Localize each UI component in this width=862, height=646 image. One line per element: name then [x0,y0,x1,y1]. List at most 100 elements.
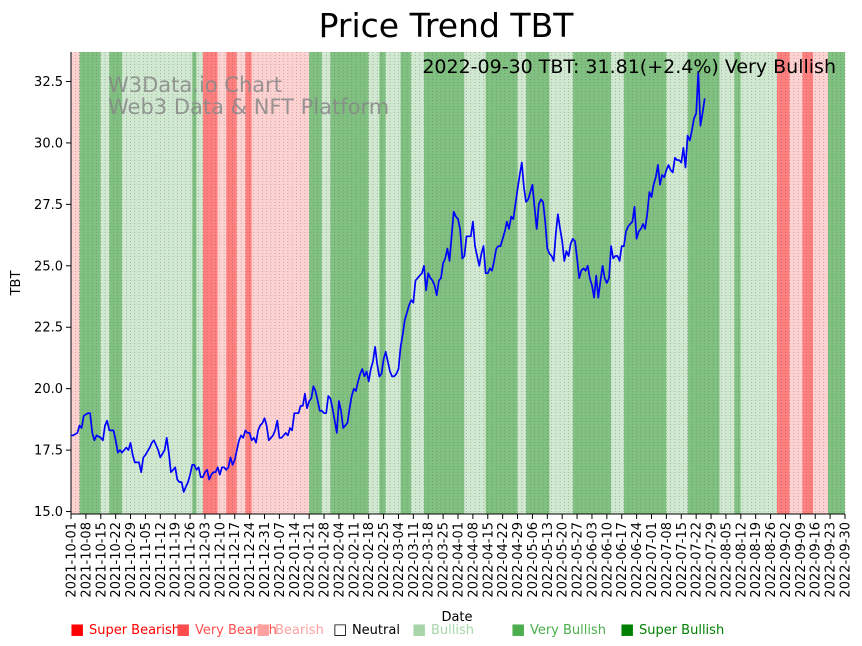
regime-band [740,52,777,514]
x-tick-label: 2022-09-09 [794,522,809,598]
x-tick-label: 2022-03-11 [407,522,422,598]
x-tick-label: 2022-02-04 [332,522,347,598]
y-tick-label: 25.0 [34,259,63,274]
regime-band [385,52,401,514]
y-tick-label: 27.5 [34,198,63,213]
x-tick-label: 2021-12-03 [198,522,213,598]
legend-label: Neutral [351,623,400,638]
regime-band [411,52,424,514]
regime-band [202,52,218,514]
legend-label: Super Bearish [88,623,181,638]
legend-label: Bearish [274,623,324,638]
x-tick-label: 2022-04-29 [511,522,526,598]
x-tick-label: 2022-08-12 [734,522,749,598]
regime-band [309,52,322,514]
x-tick-label: 2021-12-17 [228,522,243,598]
legend-label: Bullish [430,623,474,638]
x-tick-label: 2022-01-07 [273,522,288,598]
regime-band [719,52,735,514]
legend-marker: □ [333,620,352,638]
legend-item: ■ Super Bullish [620,620,724,638]
vertical-gridlines [70,52,846,514]
x-tick-label: 2022-03-04 [392,522,407,598]
x-tick-label: 2021-12-10 [213,522,228,598]
x-tick-label: 2022-07-01 [645,522,660,598]
x-axis-label: Date [441,610,472,625]
legend-item: ■ Super Bearish [70,620,180,638]
regime-band [802,52,814,514]
x-tick-label: 2022-05-20 [556,522,571,598]
legend-label: Very Bullish [529,623,607,638]
x-tick-label: 2022-07-08 [660,522,675,598]
x-tick-label: 2021-11-26 [184,522,199,598]
x-tick-label: 2022-08-19 [749,522,764,598]
x-tick-label: 2022-08-05 [719,522,734,598]
x-tick-label: 2021-12-24 [243,522,258,598]
y-tick-label: 15.0 [34,505,63,520]
regime-band [368,52,380,514]
x-tick-label: 2022-06-24 [630,522,645,598]
regime-band [526,52,550,514]
price-series [71,70,706,493]
x-tick-label: 2022-07-22 [690,522,705,598]
y-tick-label: 22.5 [34,321,63,336]
x-tick-label: 2021-11-19 [169,522,184,598]
watermark-line2: Web3 Data & NFT Platform [108,95,389,119]
x-tick-label: 2022-06-10 [600,522,615,598]
x-tick-label: 2022-02-11 [347,522,362,598]
regime-band [611,52,624,514]
regime-band [122,52,193,514]
x-tick-label: 2021-11-12 [154,522,169,598]
legend-marker: ■ [176,620,195,638]
x-tick-label: 2022-08-26 [764,522,779,598]
x-tick-label: 2021-11-05 [139,522,154,598]
regime-band [813,52,828,514]
regime-band [196,52,203,514]
legend-marker: ■ [256,620,275,638]
x-tick-label: 2022-05-06 [526,522,541,598]
regime-band [687,52,720,514]
x-tick-label: 2022-04-15 [481,522,496,598]
x-tick-label: 2022-01-21 [303,522,318,598]
x-tick-label: 2022-09-23 [824,522,839,598]
latest-price-annotation: 2022-09-30 TBT: 31.81(+2.4%) Very Bullis… [422,56,836,78]
x-tick-label: 2022-09-02 [779,522,794,598]
legend-item: ■ Very Bullish [511,620,606,638]
regime-band [379,52,386,514]
regime-band [226,52,237,514]
regime-band [330,52,369,514]
x-tick-label: 2022-01-28 [318,522,333,598]
chart-title: Price Trend TBT [319,6,575,45]
legend-marker: ■ [70,620,89,638]
x-tick-label: 2021-10-22 [109,522,124,598]
legend-marker: ■ [620,620,639,638]
x-tick-label: 2021-10-01 [65,522,80,598]
x-tick-label: 2021-10-08 [79,522,94,598]
x-tick-label: 2021-12-31 [258,522,273,598]
y-axis-label: TBT [9,271,24,297]
y-tick-label: 30.0 [34,136,63,151]
x-tick-label: 2022-07-15 [675,522,690,598]
legend: ■ Super Bearish ■ Very Bearish ■ Bearish □ … [70,620,850,638]
x-tick-label: 2022-06-03 [585,522,600,598]
legend-item: □ Neutral [333,620,400,638]
regime-band [109,52,123,514]
legend-marker: ■ [511,620,530,638]
legend-item: ■ Bearish [256,620,324,638]
watermark-line1: W3Data.io Chart [108,73,282,97]
x-tick-label: 2022-02-25 [377,522,392,598]
x-tick-label: 2021-10-29 [124,522,139,598]
x-tick-label: 2022-02-18 [362,522,377,598]
legend-item: ■ Bullish [412,620,474,638]
regime-band [400,52,412,514]
x-tick-label: 2022-05-13 [541,522,556,598]
x-tick-label: 2022-09-16 [809,522,824,598]
x-tick-label: 2022-07-29 [705,522,720,598]
x-tick-label: 2022-04-08 [466,522,481,598]
price-line [71,70,706,493]
regime-band [549,52,573,514]
x-tick-label: 2022-06-17 [615,522,630,598]
y-tick-label: 17.5 [34,444,63,459]
x-tick-label: 2022-03-18 [422,522,437,598]
